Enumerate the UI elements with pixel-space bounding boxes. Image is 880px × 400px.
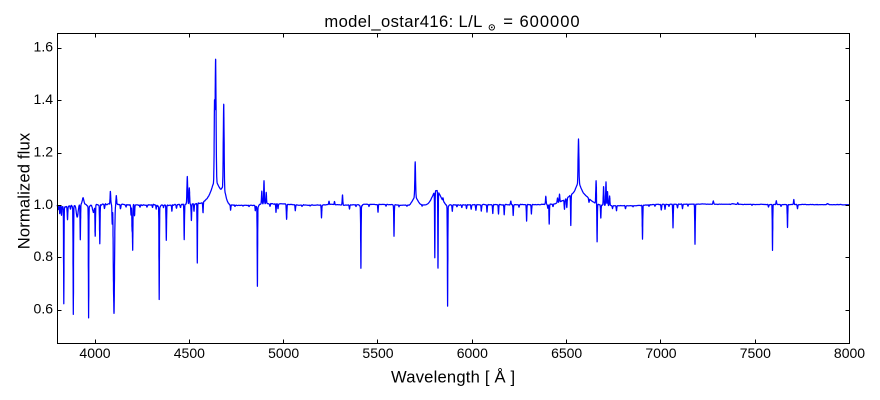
svg-text:6000: 6000 [457, 345, 488, 361]
svg-text:1.0: 1.0 [34, 196, 54, 212]
svg-text:7000: 7000 [645, 345, 676, 361]
svg-text:Wavelength [ Å ]: Wavelength [ Å ] [391, 367, 515, 386]
svg-text:8000: 8000 [834, 345, 865, 361]
svg-text:1.2: 1.2 [34, 143, 54, 159]
svg-text:model_ostar416: L/L: model_ostar416: L/L [324, 12, 482, 31]
svg-text:5500: 5500 [362, 345, 393, 361]
svg-text:Normalized flux: Normalized flux [14, 132, 33, 249]
svg-text:= 600000: = 600000 [503, 12, 580, 31]
svg-text:7500: 7500 [740, 345, 771, 361]
svg-text:5000: 5000 [268, 345, 299, 361]
svg-text:1.6: 1.6 [34, 39, 54, 55]
svg-text:0.8: 0.8 [34, 248, 54, 264]
svg-text:4500: 4500 [174, 345, 205, 361]
svg-text:6500: 6500 [551, 345, 582, 361]
svg-text:4000: 4000 [79, 345, 110, 361]
svg-text:0.6: 0.6 [34, 301, 54, 317]
svg-text:1.4: 1.4 [34, 91, 54, 107]
